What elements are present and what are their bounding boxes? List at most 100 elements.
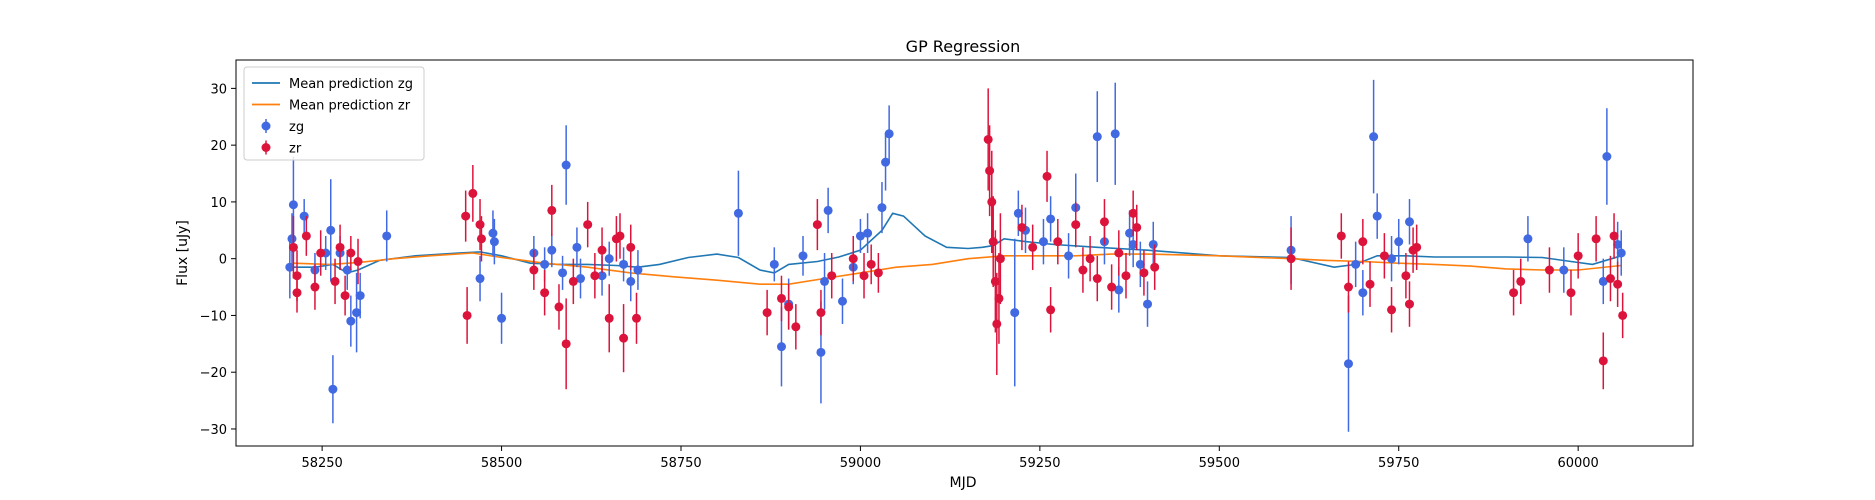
data-point-zg bbox=[558, 255, 568, 290]
x-tick-label: 58250 bbox=[301, 456, 342, 471]
marker bbox=[1017, 222, 1027, 232]
marker bbox=[1071, 220, 1081, 230]
data-point-zr bbox=[1618, 292, 1628, 339]
data-point-zr bbox=[859, 253, 869, 299]
data-point-zr bbox=[301, 216, 311, 256]
marker bbox=[615, 231, 625, 241]
data-point-zr bbox=[288, 216, 298, 279]
marker bbox=[299, 211, 309, 221]
data-point-zg bbox=[1038, 218, 1048, 265]
marker bbox=[1523, 234, 1533, 244]
marker bbox=[863, 228, 873, 238]
marker bbox=[1139, 268, 1149, 278]
x-tick-label: 60000 bbox=[1557, 456, 1598, 471]
data-point-zg bbox=[1125, 210, 1135, 256]
data-point-zg bbox=[823, 187, 833, 234]
data-point-zr bbox=[1286, 227, 1296, 290]
marker bbox=[1602, 152, 1612, 161]
data-point-zg bbox=[547, 233, 557, 268]
marker bbox=[288, 200, 298, 210]
marker bbox=[352, 308, 362, 318]
marker bbox=[1046, 305, 1056, 315]
legend-label: Mean prediction zr bbox=[289, 99, 411, 114]
data-point-zg bbox=[1372, 193, 1382, 239]
data-point-zg bbox=[1523, 216, 1533, 262]
marker bbox=[292, 288, 302, 298]
data-point-zr bbox=[1613, 261, 1623, 307]
marker bbox=[1053, 237, 1063, 247]
marker bbox=[1387, 305, 1397, 315]
marker bbox=[827, 271, 837, 281]
marker bbox=[1598, 276, 1608, 286]
legend-marker-swatch bbox=[261, 143, 271, 152]
data-point-zr bbox=[873, 253, 883, 293]
marker bbox=[987, 197, 997, 207]
data-point-zr bbox=[1046, 287, 1056, 333]
marker bbox=[1336, 231, 1346, 241]
marker bbox=[597, 271, 607, 281]
marker bbox=[1078, 265, 1088, 275]
marker bbox=[529, 265, 539, 275]
data-point-zg bbox=[1616, 230, 1626, 276]
data-point-zg bbox=[287, 213, 297, 265]
data-point-zg bbox=[633, 250, 643, 290]
marker bbox=[884, 129, 894, 139]
marker bbox=[382, 231, 392, 241]
marker bbox=[877, 203, 887, 213]
marker bbox=[1128, 239, 1138, 249]
data-point-zr bbox=[619, 304, 629, 373]
marker bbox=[1372, 211, 1382, 221]
legend-label: zg bbox=[289, 120, 304, 135]
marker bbox=[848, 254, 858, 264]
marker bbox=[1516, 276, 1526, 286]
data-point-zr bbox=[1387, 287, 1397, 333]
marker bbox=[330, 276, 340, 286]
marker bbox=[310, 282, 320, 292]
marker bbox=[561, 339, 571, 349]
marker bbox=[1343, 282, 1353, 292]
x-tick-label: 59250 bbox=[1019, 456, 1060, 471]
data-point-zg bbox=[382, 210, 392, 262]
marker bbox=[597, 245, 607, 255]
data-point-zg bbox=[1404, 199, 1414, 245]
legend-label: zr bbox=[289, 142, 302, 157]
data-point-zr bbox=[1107, 264, 1117, 310]
data-point-zg bbox=[489, 218, 499, 265]
data-point-zr bbox=[461, 190, 471, 242]
data-point-zg bbox=[837, 278, 847, 324]
marker bbox=[798, 251, 808, 261]
data-point-zr bbox=[626, 224, 636, 271]
data-point-zg bbox=[604, 241, 614, 276]
data-point-zg bbox=[877, 182, 887, 234]
x-axis-ticks: 58250 58500 58750 59000 59250 59500 59750 60000 bbox=[301, 446, 1599, 471]
marker bbox=[547, 205, 557, 215]
data-point-zr bbox=[1365, 261, 1375, 307]
data-point-zg bbox=[1358, 270, 1368, 316]
data-point-zg bbox=[1046, 196, 1056, 242]
data-point-zr bbox=[597, 227, 607, 273]
data-point-zg bbox=[881, 133, 891, 191]
marker bbox=[1013, 208, 1023, 218]
data-point-zr bbox=[812, 199, 822, 251]
data-point-zg bbox=[1110, 82, 1120, 185]
marker bbox=[1038, 237, 1048, 247]
data-point-zr bbox=[1078, 247, 1088, 293]
data-point-zr bbox=[866, 244, 876, 285]
data-point-zg bbox=[497, 292, 507, 344]
data-point-zg bbox=[1387, 235, 1397, 282]
marker bbox=[820, 276, 830, 286]
marker bbox=[985, 166, 995, 176]
data-point-zg bbox=[798, 235, 808, 276]
marker bbox=[994, 293, 1004, 303]
marker bbox=[1135, 259, 1145, 269]
marker bbox=[287, 234, 297, 244]
marker bbox=[353, 257, 363, 267]
legend-entry: Mean prediction zr bbox=[252, 99, 411, 114]
marker bbox=[540, 259, 550, 269]
marker bbox=[1379, 251, 1389, 261]
marker bbox=[340, 291, 350, 301]
marker bbox=[476, 234, 486, 244]
marker bbox=[1343, 359, 1353, 369]
y-tick-label: 10 bbox=[210, 196, 227, 211]
